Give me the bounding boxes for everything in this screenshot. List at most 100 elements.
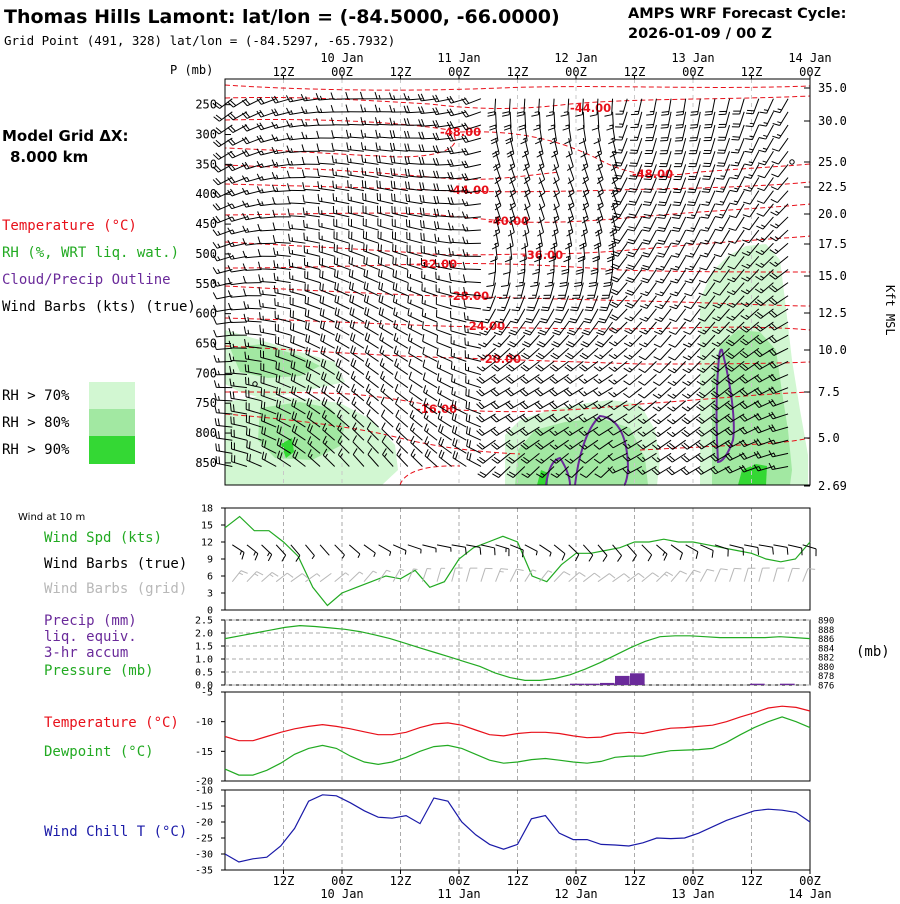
- wind-barb-shaft: [661, 335, 672, 347]
- wind-barb-flag: [291, 110, 293, 114]
- wind-barb-flag: [288, 183, 290, 190]
- wind-barb-flag: [673, 394, 676, 396]
- wind-barb-flag: [408, 156, 410, 163]
- wind-barb-flag: [347, 142, 348, 149]
- wind-barb-flag: [336, 346, 338, 353]
- wind-barb-shaft: [689, 361, 700, 372]
- wind-barb-flag: [537, 344, 544, 347]
- wind-barb-flag: [729, 216, 736, 218]
- wind-barb-flag: [655, 319, 662, 322]
- wind-barb: [503, 256, 510, 274]
- wind-barb-flag: [338, 322, 340, 329]
- wind-barb-shaft: [599, 375, 612, 384]
- wind-barb-shaft: [724, 164, 730, 179]
- wind-barb-flag: [702, 179, 709, 180]
- wind-barb-shaft: [465, 269, 481, 270]
- wind-barb-flag: [368, 334, 370, 341]
- top-hour-label: 12Z: [741, 65, 763, 79]
- wind-barb-shaft: [483, 453, 496, 463]
- wind-barb-shaft: [436, 279, 452, 283]
- wind-barb-flag: [218, 419, 219, 426]
- wind-barb-flag: [424, 385, 426, 392]
- wind-barb-shaft: [319, 214, 335, 217]
- wind-barb: [437, 568, 445, 581]
- top-date-label: 10 Jan: [320, 51, 363, 65]
- wind-barb-flag: [245, 364, 246, 371]
- wind-barb-shaft: [465, 307, 481, 309]
- wind-barb-flag: [655, 294, 662, 296]
- wind-barb-flag: [437, 361, 438, 368]
- wind-barb-flag: [397, 338, 398, 342]
- wind-barb-flag: [568, 342, 575, 345]
- wind-barb-flag: [667, 407, 673, 411]
- wind-barb-flag: [274, 248, 275, 255]
- wind-barb-flag: [630, 317, 634, 319]
- wind-barb-flag: [539, 321, 546, 323]
- wind-barb-flag: [527, 307, 534, 308]
- precip-bar: [615, 676, 630, 685]
- wind-barb: [379, 307, 393, 322]
- wind-barb-flag: [318, 194, 319, 201]
- wind-barb: [491, 125, 498, 144]
- wind-barb-flag: [427, 451, 430, 458]
- precip-bar: [750, 684, 765, 685]
- wind-barb-shaft: [602, 335, 613, 347]
- wind-barb-shaft: [392, 175, 408, 177]
- wind-barb-flag: [435, 221, 436, 228]
- wind-barb-flag: [763, 135, 767, 136]
- wind-barb: [304, 233, 320, 243]
- wind-barb-shaft: [621, 138, 627, 153]
- wind-barb-shaft: [349, 238, 364, 243]
- wind-barb: [364, 256, 379, 269]
- page-subtitle: Grid Point (491, 328) lat/lon = (-84.529…: [4, 33, 395, 48]
- wind-barb-shaft: [753, 99, 759, 114]
- wind-barb: [462, 199, 481, 206]
- wind-barb-flag: [352, 296, 353, 303]
- wind-barb-flag: [690, 114, 697, 115]
- wind-barb-flag: [614, 342, 617, 344]
- wind-barb-flag: [614, 354, 617, 356]
- wind-barb-flag: [687, 205, 694, 206]
- wind-barb-flag: [526, 190, 529, 192]
- wind-barb: [509, 322, 525, 335]
- wind-barb: [671, 571, 687, 582]
- wind-barb: [437, 545, 451, 552]
- wind-barb-shaft: [765, 138, 773, 152]
- wind-barb-flag: [643, 204, 650, 205]
- wind-barb-shaft: [736, 204, 744, 218]
- wind-barb-shaft: [497, 388, 511, 396]
- wind-barb-flag: [526, 319, 533, 321]
- wind-barb: [656, 256, 671, 270]
- wind-barb-flag: [425, 449, 428, 456]
- wind-barb-flag: [699, 268, 706, 270]
- wind-barb-flag: [421, 233, 422, 240]
- wind-barb-flag: [589, 555, 593, 561]
- p-tick-label: 700: [195, 366, 217, 380]
- wind-barb-shaft: [554, 572, 564, 582]
- wind-barb: [276, 573, 293, 582]
- wind-barb-shaft: [247, 545, 258, 554]
- wind-barb: [625, 283, 642, 296]
- wind-barb-flag: [773, 111, 780, 113]
- wind-barb: [409, 385, 422, 401]
- wind-barb-flag: [449, 223, 451, 230]
- wind-barb-shaft: [763, 217, 773, 229]
- value-tick-label: -10: [195, 717, 213, 728]
- wind-barb: [379, 545, 391, 556]
- wind-barb-flag: [516, 285, 523, 286]
- wind-barb-shaft: [422, 278, 437, 283]
- wind-barb-flag: [554, 321, 561, 323]
- wind-barb-flag: [550, 553, 551, 557]
- wind-barb-shaft: [421, 227, 437, 230]
- wind-barb-flag: [589, 282, 596, 283]
- wind-barb-flag: [758, 548, 759, 555]
- wind-barb-shaft: [634, 217, 642, 231]
- wind-barb-flag: [641, 268, 648, 270]
- wind-barb-flag: [409, 372, 411, 379]
- wind-barb-flag: [663, 552, 665, 556]
- wind-barb-shaft: [482, 440, 495, 449]
- wind-barb-flag: [669, 332, 676, 335]
- wind-barb: [407, 245, 422, 257]
- top-date-label: 11 Jan: [437, 51, 480, 65]
- p-tick-label: 500: [195, 247, 217, 261]
